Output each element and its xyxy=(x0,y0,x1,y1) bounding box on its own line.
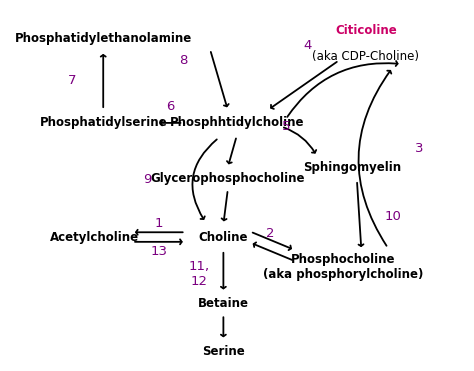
Text: 4: 4 xyxy=(304,39,312,52)
Text: Glycerophosphocholine: Glycerophosphocholine xyxy=(151,172,305,185)
Text: 8: 8 xyxy=(179,54,188,67)
Text: (aka CDP-Choline): (aka CDP-Choline) xyxy=(312,50,419,63)
Text: 11,: 11, xyxy=(188,260,210,273)
Text: Acetylcholine: Acetylcholine xyxy=(50,230,139,243)
Text: Phosphhtidylcholine: Phosphhtidylcholine xyxy=(170,116,304,129)
Text: Phosphatidylethanolamine: Phosphatidylethanolamine xyxy=(15,32,192,45)
Text: Sphingomyelin: Sphingomyelin xyxy=(303,161,401,174)
Text: 12: 12 xyxy=(191,275,208,288)
Text: Betaine: Betaine xyxy=(198,297,249,310)
Text: 1: 1 xyxy=(155,217,163,230)
Text: Choline: Choline xyxy=(199,230,248,243)
Text: Phosphatidylserine: Phosphatidylserine xyxy=(39,116,167,129)
Text: 2: 2 xyxy=(266,227,274,240)
Text: 5: 5 xyxy=(282,120,290,133)
Text: Serine: Serine xyxy=(202,345,245,358)
Text: 7: 7 xyxy=(68,74,76,87)
Text: 3: 3 xyxy=(415,142,423,155)
Text: 6: 6 xyxy=(166,100,174,113)
Text: 10: 10 xyxy=(384,210,401,223)
Text: 9: 9 xyxy=(144,174,152,187)
Text: 13: 13 xyxy=(150,244,167,257)
Text: Phosphocholine
(aka phosphorylcholine): Phosphocholine (aka phosphorylcholine) xyxy=(264,253,424,280)
Text: Citicoline: Citicoline xyxy=(335,24,397,37)
